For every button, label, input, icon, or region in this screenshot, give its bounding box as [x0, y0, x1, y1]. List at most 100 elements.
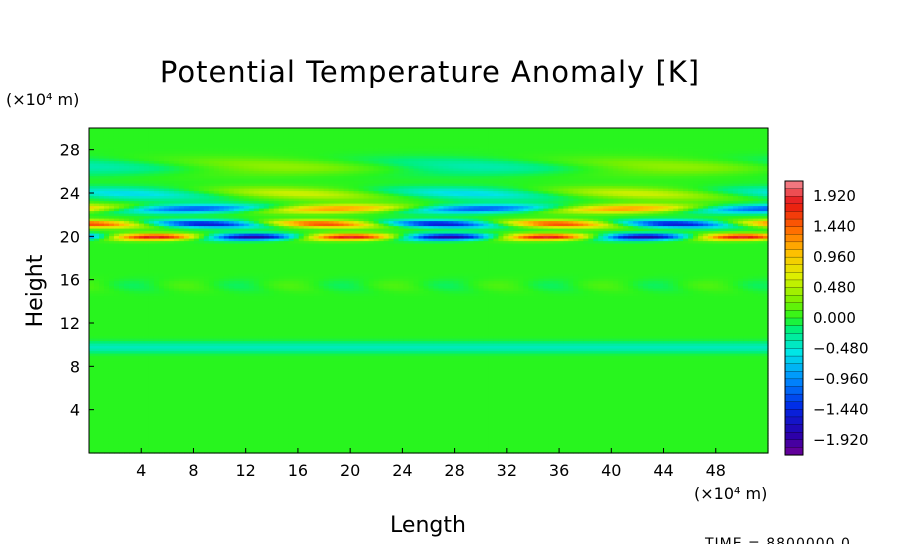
heatmap-cell [553, 430, 559, 434]
heatmap-cell [558, 415, 564, 419]
heatmap-cell [243, 438, 250, 442]
heatmap-cell [548, 415, 554, 419]
heatmap-cell [718, 443, 724, 447]
heatmap-cell [468, 435, 475, 439]
heatmap-cell [373, 423, 380, 427]
heatmap-cell [688, 448, 694, 452]
heatmap-cell [748, 420, 754, 424]
heatmap-cell [198, 440, 205, 444]
heatmap-cell [158, 448, 165, 452]
heatmap-cell [238, 420, 245, 424]
heatmap-cell [138, 430, 145, 434]
heatmap-cell [343, 440, 350, 444]
heatmap-cell [283, 425, 290, 429]
heatmap-cell [208, 420, 215, 424]
heatmap-cell [408, 435, 415, 439]
heatmap-cell [638, 440, 644, 444]
heatmap-cell [563, 435, 569, 439]
heatmap-cell [733, 428, 739, 432]
heatmap-cell [143, 425, 150, 429]
heatmap-cell [458, 435, 465, 439]
heatmap-cell [398, 445, 405, 449]
heatmap-cell [563, 428, 569, 432]
heatmap-cell [453, 430, 460, 434]
heatmap-cell [503, 448, 509, 452]
heatmap-cell [513, 448, 519, 452]
heatmap-cell [258, 428, 265, 432]
heatmap-cell [593, 433, 599, 437]
heatmap-cell [363, 448, 370, 452]
heatmap-cell [323, 433, 330, 437]
heatmap-cell [553, 415, 559, 419]
heatmap-cell [388, 415, 395, 419]
heatmap-cell [163, 420, 170, 424]
heatmap-cell [243, 443, 250, 447]
heatmap-cell [303, 435, 310, 439]
heatmap-cell [308, 420, 315, 424]
heatmap-cell [213, 443, 220, 447]
heatmap-cell [723, 440, 729, 444]
heatmap-cell [503, 425, 509, 429]
heatmap-cell [718, 440, 724, 444]
heatmap-cell [683, 450, 689, 454]
heatmap-cell [288, 443, 295, 447]
heatmap-cell [163, 433, 170, 437]
heatmap-cell [263, 418, 270, 422]
heatmap-cell [493, 430, 499, 434]
heatmap-cell [388, 445, 395, 449]
heatmap-cell [758, 430, 764, 434]
heatmap-cell [323, 450, 330, 454]
heatmap-cell [298, 415, 305, 419]
heatmap-cell [633, 423, 639, 427]
heatmap-cell [423, 435, 430, 439]
heatmap-cell [703, 430, 709, 434]
heatmap-cell [218, 428, 225, 432]
heatmap-cell [713, 445, 719, 449]
heatmap-cell [163, 445, 170, 449]
heatmap-cell [423, 415, 430, 419]
heatmap-cell [133, 420, 140, 424]
heatmap-cell [233, 423, 240, 427]
heatmap-cell [133, 450, 140, 454]
heatmap-cell [253, 445, 260, 449]
heatmap-cell [353, 425, 360, 429]
heatmap-cell [683, 433, 689, 437]
heatmap-cell [503, 415, 509, 419]
heatmap-cell [708, 438, 714, 442]
heatmap-cell [243, 415, 250, 419]
heatmap-cell [473, 418, 480, 422]
heatmap-cell [123, 433, 130, 437]
heatmap-cell [358, 430, 365, 434]
heatmap-cell [698, 445, 704, 449]
heatmap-cell [733, 430, 739, 434]
heatmap-cell [318, 428, 325, 432]
heatmap-cell [678, 418, 684, 422]
heatmap-cell [748, 448, 754, 452]
heatmap-cell [113, 445, 120, 449]
heatmap-cell [608, 423, 614, 427]
heatmap-cell [483, 438, 490, 442]
heatmap-cell [133, 435, 140, 439]
heatmap-cell [348, 423, 355, 427]
heatmap-cell [408, 428, 415, 432]
heatmap-cell [758, 435, 764, 439]
heatmap-cell [348, 418, 355, 422]
heatmap-cell [313, 440, 320, 444]
heatmap-cell [98, 430, 105, 434]
heatmap-cell [318, 430, 325, 434]
heatmap-cell [153, 440, 160, 444]
heatmap-cell [89, 450, 95, 454]
heatmap-cell [493, 423, 499, 427]
heatmap-cell [428, 418, 435, 422]
heatmap-cell [488, 440, 494, 444]
heatmap-cell [488, 428, 494, 432]
heatmap-cell [463, 415, 470, 419]
heatmap-cell [383, 433, 390, 437]
heatmap-cell [318, 423, 325, 427]
heatmap-cell [323, 415, 330, 419]
heatmap-cell [728, 433, 734, 437]
heatmap-cell [748, 445, 754, 449]
heatmap-cell [433, 425, 440, 429]
heatmap-cell [478, 428, 485, 432]
heatmap-cell [148, 448, 155, 452]
